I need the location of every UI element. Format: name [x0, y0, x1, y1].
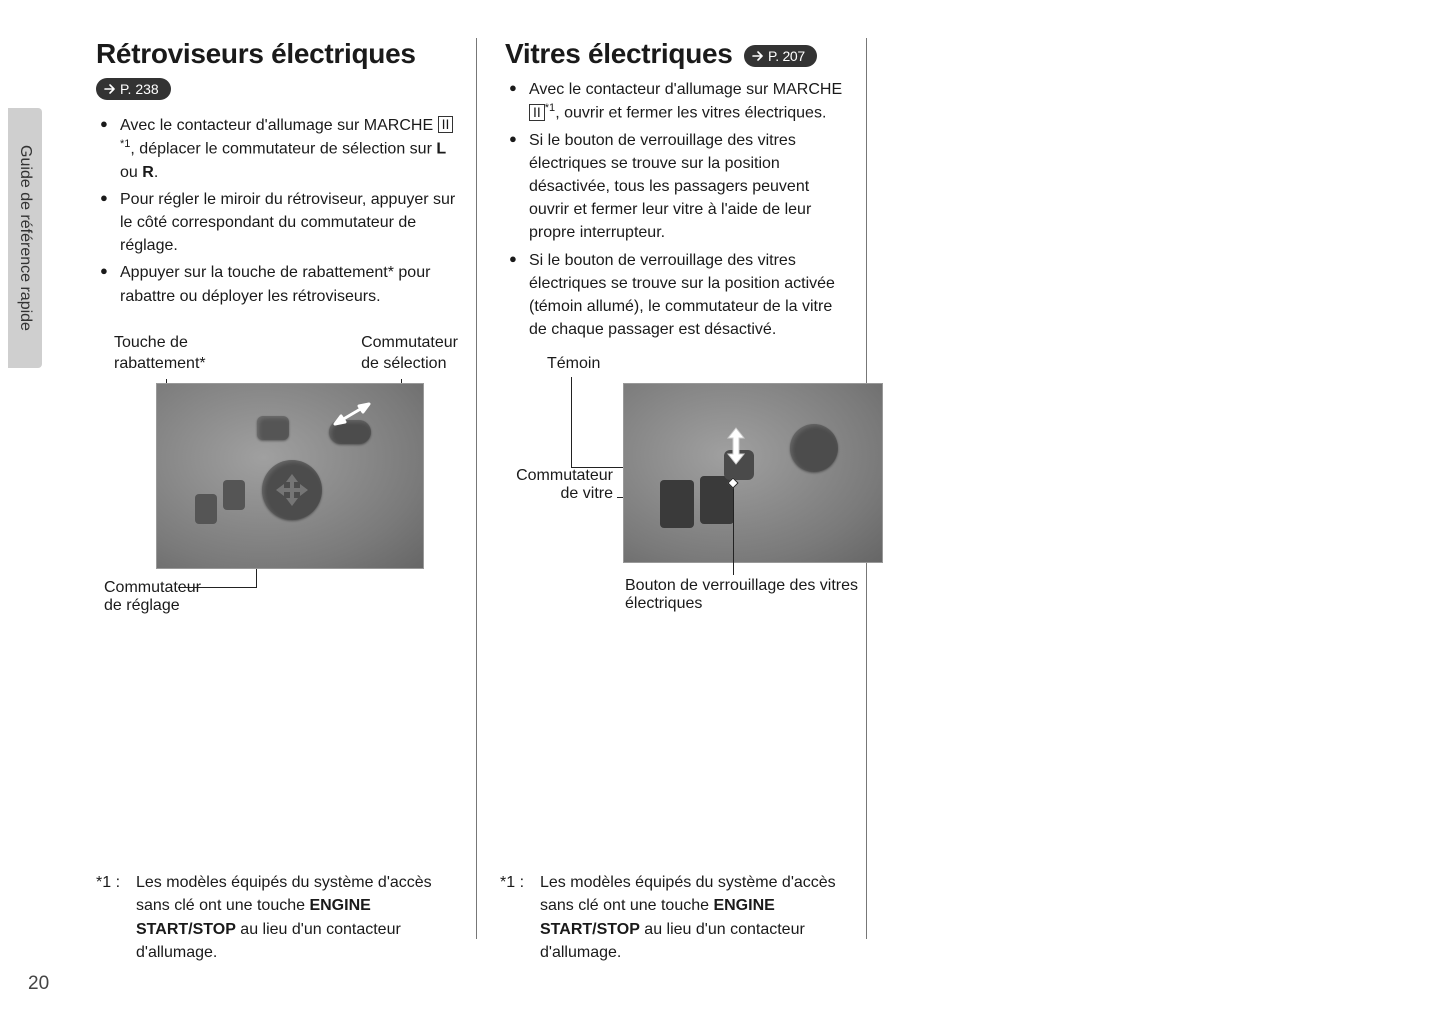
page-number: 20 — [28, 973, 49, 995]
ignition-ii-icon: II — [529, 104, 545, 121]
updown-arrow-icon — [716, 424, 756, 468]
side-tab-label: Guide de référence rapide — [16, 145, 34, 331]
diagram-mirror-controls: Touche de rabattement* Commutateur de sé… — [96, 332, 458, 615]
ignition-ii-icon: II — [438, 116, 454, 133]
bullet-1-2: Pour régler le miroir du rétroviseur, ap… — [100, 188, 458, 258]
page-ref-pill[interactable]: P. 238 — [96, 78, 171, 100]
label-temoin: Témoin — [547, 355, 600, 373]
footnote-1: *1 :Les modèles équipés du système d'acc… — [96, 871, 464, 964]
label-fold-button: Touche de rabattement* — [114, 332, 206, 375]
bullet-1-1: Avec le contacteur d'allumage sur MARCHE… — [100, 114, 458, 184]
bullet-list-1: Avec le contacteur d'allumage sur MARCHE… — [100, 114, 458, 308]
label-adjust-switch: Commutateur de réglage — [104, 579, 458, 615]
footnote-2: *1 :Les modèles équipés du système d'acc… — [500, 871, 868, 964]
bullet-list-2: Avec le contacteur d'allumage sur MARCHE… — [509, 78, 848, 341]
column-retroviseurs: Rétroviseurs électriques P. 238 Avec le … — [86, 38, 476, 939]
arrow-right-icon — [752, 50, 766, 62]
label-selector-switch: Commutateur de sélection — [361, 332, 458, 375]
bullet-1-3: Appuyer sur la touche de rabattement* po… — [100, 261, 458, 307]
label-window-switch: Commutateur de vitre — [505, 467, 613, 503]
bullet-2-3: Si le bouton de verrouillage des vitres … — [509, 249, 848, 342]
page-ref-text-2: P. 207 — [768, 48, 805, 64]
column-empty — [866, 38, 1246, 939]
label-lock-button: Bouton de verrouillage des vitres électr… — [625, 577, 905, 613]
page-ref-text: P. 238 — [120, 81, 159, 97]
column-vitres: Vitres électriques P. 207 Avec le contac… — [476, 38, 866, 939]
diagram-window-controls: Témoin Commutateur de vitre — [505, 355, 848, 615]
double-arrow-icon — [329, 394, 385, 434]
page-ref-pill-2[interactable]: P. 207 — [744, 45, 817, 67]
side-tab: Guide de référence rapide — [8, 108, 42, 368]
arrow-right-icon — [104, 83, 118, 95]
bullet-2-1: Avec le contacteur d'allumage sur MARCHE… — [509, 78, 848, 125]
bullet-2-2: Si le bouton de verrouillage des vitres … — [509, 129, 848, 245]
content-columns: Rétroviseurs électriques P. 238 Avec le … — [86, 38, 1395, 939]
heading-retroviseurs: Rétroviseurs électriques — [96, 38, 458, 70]
mirror-controls-illustration — [156, 383, 424, 569]
window-controls-illustration — [623, 383, 883, 563]
heading-vitres: Vitres électriques P. 207 — [505, 38, 848, 70]
